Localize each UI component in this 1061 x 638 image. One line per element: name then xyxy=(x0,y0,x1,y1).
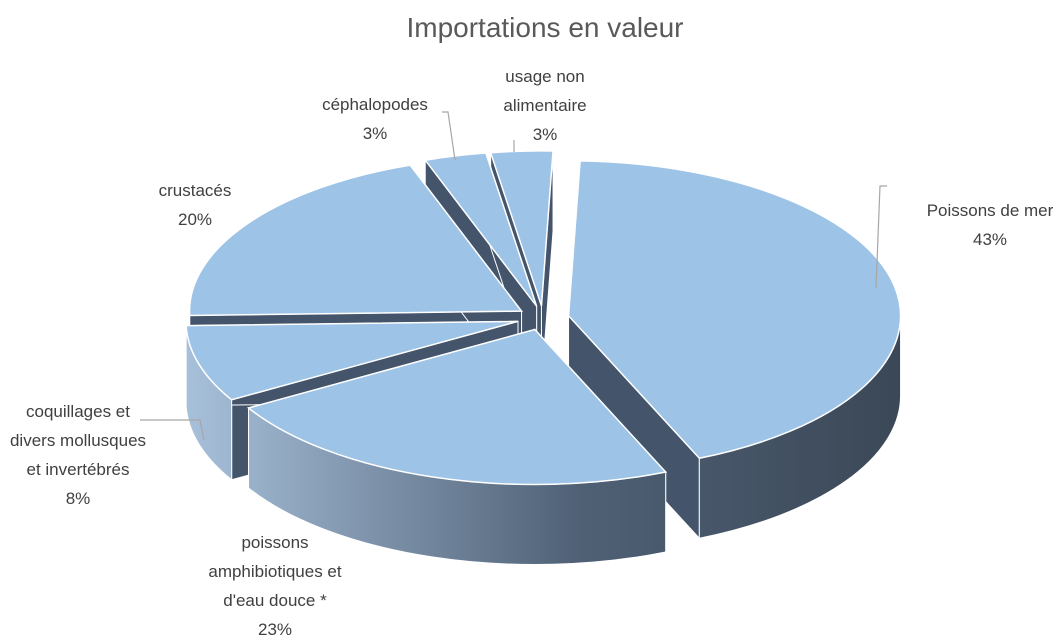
label-name: usage non alimentaire xyxy=(503,67,587,115)
label-name: crustacés xyxy=(158,181,232,200)
label-value: 8% xyxy=(65,489,91,508)
label-name: poissons amphibiotiques et d'eau douce * xyxy=(208,533,342,610)
data-label: poissons amphibiotiques et d'eau douce *… xyxy=(195,528,355,638)
label-value: 3% xyxy=(362,124,388,143)
label-name: coquillages et divers mollusques et inve… xyxy=(9,402,147,479)
data-label: céphalopodes 3% xyxy=(305,90,445,148)
label-name: Poissons de mer xyxy=(926,201,1054,220)
label-value: 23% xyxy=(257,620,293,638)
leader-line xyxy=(442,111,456,161)
data-label: crustacés 20% xyxy=(135,176,255,234)
data-label: usage non alimentaire 3% xyxy=(490,62,600,149)
slice-top xyxy=(188,164,524,317)
leader-lines xyxy=(140,111,887,441)
slice xyxy=(567,160,902,540)
chart-title: Importations en valeur xyxy=(406,12,684,43)
label-value: 20% xyxy=(177,210,213,229)
leader-line xyxy=(140,419,205,441)
slice-top xyxy=(489,150,554,307)
label-value: 43% xyxy=(972,230,1008,249)
leader-line xyxy=(875,185,887,289)
slice xyxy=(246,328,668,566)
slice-top xyxy=(567,160,902,460)
slice-top xyxy=(423,152,538,307)
label-name: céphalopodes xyxy=(322,95,428,114)
data-label: Poissons de mer 43% xyxy=(900,196,1061,254)
label-value: 3% xyxy=(532,125,558,144)
slice-top xyxy=(185,320,519,401)
data-label: coquillages et divers mollusques et inve… xyxy=(8,397,148,513)
slice-top xyxy=(246,328,668,486)
